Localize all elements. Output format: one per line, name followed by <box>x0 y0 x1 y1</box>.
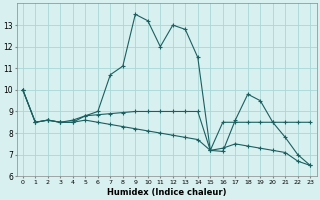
X-axis label: Humidex (Indice chaleur): Humidex (Indice chaleur) <box>107 188 226 197</box>
